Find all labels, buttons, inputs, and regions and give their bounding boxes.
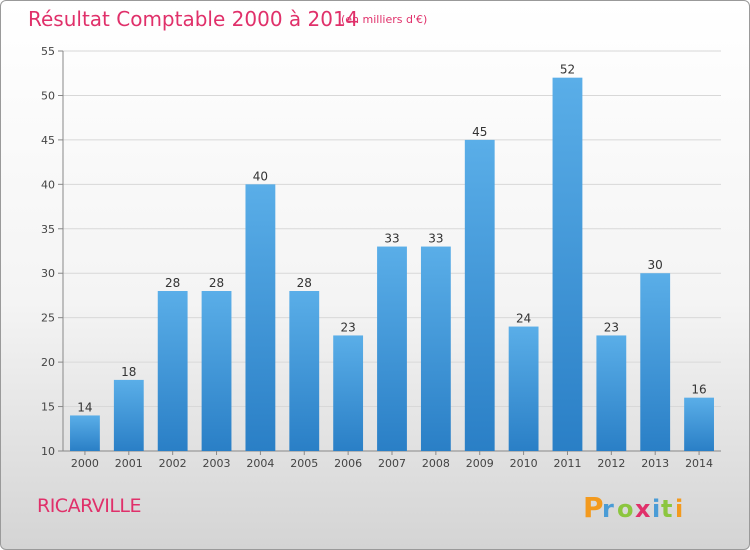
- x-tick-label-2000: 2000: [71, 457, 99, 470]
- data-label-2011: 52: [560, 63, 575, 77]
- x-tick-label-2014: 2014: [685, 457, 713, 470]
- y-tick-label: 30: [41, 267, 55, 280]
- proxiti-logo[interactable]: P r o x i t i: [583, 485, 693, 529]
- y-tick-label: 45: [41, 134, 55, 147]
- x-tick-label-2009: 2009: [466, 457, 494, 470]
- bar-2011[interactable]: [552, 77, 583, 452]
- bar-2007[interactable]: [377, 246, 407, 451]
- y-tick-label: 35: [41, 223, 55, 236]
- svg-text:i: i: [675, 495, 683, 523]
- bar-2006[interactable]: [333, 335, 364, 451]
- bar-2009[interactable]: [464, 139, 495, 451]
- data-label-2009: 45: [472, 125, 487, 139]
- bar-2000[interactable]: [70, 415, 100, 451]
- chart-title: Résultat Comptable 2000 à 2014: [28, 7, 359, 31]
- x-tick-label-2003: 2003: [203, 457, 231, 470]
- x-tick-label-2008: 2008: [422, 457, 450, 470]
- svg-text:t: t: [661, 495, 672, 523]
- bar-2002[interactable]: [157, 291, 188, 451]
- bar-2013[interactable]: [640, 273, 671, 451]
- bar-2014[interactable]: [684, 397, 714, 451]
- bar-2010[interactable]: [508, 326, 539, 451]
- data-label-2010: 24: [516, 312, 531, 326]
- data-label-2002: 28: [165, 276, 180, 290]
- data-label-2012: 23: [604, 320, 619, 334]
- y-tick-label: 20: [41, 356, 55, 369]
- bar-2005[interactable]: [289, 291, 320, 451]
- svg-text:i: i: [652, 495, 660, 523]
- y-tick-label: 10: [41, 445, 55, 458]
- data-labels: 14 18 28 28 40 28 23 33 33 45 24 52 23 30 16: [77, 63, 706, 415]
- x-tick-label-2004: 2004: [246, 457, 274, 470]
- svg-text:P: P: [583, 491, 604, 524]
- data-label-2007: 33: [384, 232, 399, 246]
- city-name: RICARVILLE: [37, 495, 142, 517]
- data-label-2004: 40: [253, 169, 268, 183]
- x-tick-label-2001: 2001: [115, 457, 143, 470]
- data-label-2013: 30: [648, 258, 663, 272]
- data-label-2014: 16: [691, 383, 706, 397]
- x-tick-label-2013: 2013: [641, 457, 669, 470]
- data-label-2003: 28: [209, 276, 224, 290]
- y-tick-label: 55: [41, 45, 55, 58]
- data-label-2005: 28: [297, 276, 312, 290]
- x-tick-label-2007: 2007: [378, 457, 406, 470]
- data-label-2008: 33: [428, 232, 443, 246]
- x-tick-label-2010: 2010: [510, 457, 538, 470]
- data-label-2000: 14: [77, 400, 92, 414]
- x-tick-label-2006: 2006: [334, 457, 362, 470]
- bar-2008[interactable]: [420, 246, 451, 451]
- svg-text:o: o: [617, 495, 634, 523]
- y-tick-label: 50: [41, 89, 55, 102]
- data-label-2001: 18: [121, 365, 136, 379]
- y-tick-label: 40: [41, 178, 55, 191]
- x-tick-label-2011: 2011: [553, 457, 581, 470]
- x-tick-label-2005: 2005: [290, 457, 318, 470]
- x-tick-label-2012: 2012: [597, 457, 625, 470]
- y-tick-label: 25: [41, 312, 55, 325]
- bar-2004[interactable]: [245, 184, 276, 452]
- tick-labels: 10 15 20 25 30 35 40 45 50 55 2000 2001 2002 2003 2004…: [41, 45, 713, 470]
- x-tick-label-2002: 2002: [159, 457, 187, 470]
- data-label-2006: 23: [340, 320, 355, 334]
- bar-2012[interactable]: [596, 335, 627, 451]
- bar-2001[interactable]: [113, 379, 144, 451]
- svg-text:x: x: [635, 495, 651, 523]
- chart-subtitle: (en milliers d'€): [341, 13, 428, 26]
- bars: [70, 77, 714, 452]
- y-tick-label: 15: [41, 401, 55, 414]
- bar-2003[interactable]: [201, 291, 232, 451]
- svg-text:r: r: [602, 495, 614, 523]
